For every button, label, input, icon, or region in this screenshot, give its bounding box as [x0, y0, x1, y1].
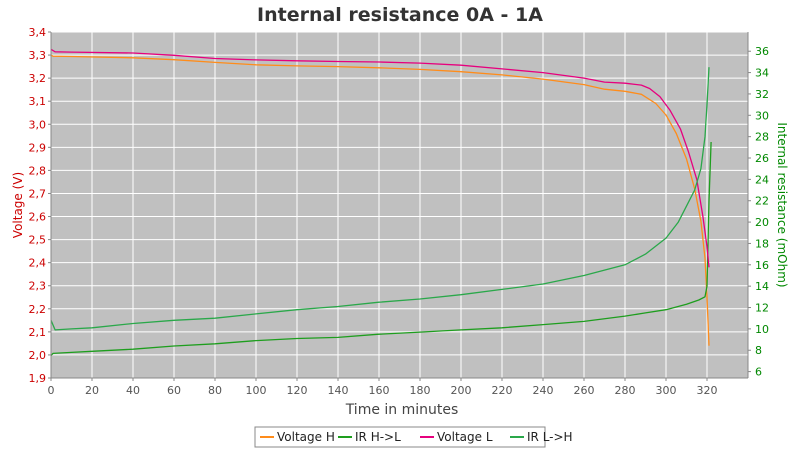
y-tick-label: 3,3: [29, 49, 47, 62]
x-tick-label: 0: [48, 384, 55, 397]
x-tick-label: 20: [85, 384, 99, 397]
x-axis-label: Time in minutes: [345, 402, 459, 418]
x-tick-label: 40: [126, 384, 140, 397]
y-tick-label: 2,7: [29, 187, 47, 200]
y2-tick-label: 22: [755, 195, 769, 208]
x-tick-label: 160: [369, 384, 390, 397]
y2-tick-label: 28: [755, 131, 769, 144]
x-tick-label: 120: [287, 384, 308, 397]
y2-tick-label: 8: [755, 344, 762, 357]
y2-tick-label: 6: [755, 366, 762, 379]
x-tick-label: 320: [697, 384, 718, 397]
y-tick-label: 2,5: [29, 234, 47, 247]
x-tick-label: 80: [208, 384, 222, 397]
x-tick-label: 240: [533, 384, 554, 397]
y2-tick-label: 36: [755, 45, 769, 58]
x-tick-label: 180: [410, 384, 431, 397]
y2-tick-label: 14: [755, 280, 769, 293]
x-tick-label: 140: [328, 384, 349, 397]
x-tick-label: 200: [451, 384, 472, 397]
y-tick-label: 1,9: [29, 372, 47, 385]
y-tick-label: 2,3: [29, 280, 47, 293]
tick-labels: 0 20 40 60 80 100 120 140 160 180 200 220 240 260 280 3…: [29, 26, 770, 397]
x-tick-label: 100: [246, 384, 267, 397]
left-axis-label: Voltage (V): [11, 172, 25, 238]
right-axis-label: Internal resistance (mOhm): [775, 122, 789, 287]
y-tick-label: 3,1: [29, 95, 47, 108]
y2-tick-label: 16: [755, 259, 769, 272]
series-line-voltage-h: [50, 54, 710, 346]
chart-title: Internal resistance 0A - 1A: [257, 4, 543, 26]
x-tick-label: 220: [492, 384, 513, 397]
y2-tick-label: 10: [755, 323, 769, 336]
series-line-voltage-l: [50, 48, 710, 268]
x-tick-label: 280: [615, 384, 636, 397]
x-tick-label: 260: [574, 384, 595, 397]
legend: Voltage H IR H->L Voltage L IR L->H: [254, 426, 573, 448]
legend-label-voltage-h: Voltage H: [277, 430, 335, 444]
y-tick-label: 2,1: [29, 326, 47, 339]
y-tick-label: 2,0: [29, 349, 47, 362]
y-tick-label: 2,2: [29, 303, 47, 316]
y2-tick-label: 12: [755, 302, 769, 315]
legend-label-voltage-l: Voltage L: [437, 430, 493, 444]
y-tick-label: 2,8: [29, 164, 47, 177]
y2-tick-label: 18: [755, 237, 769, 250]
y-tick-label: 3,4: [29, 26, 47, 39]
y2-tick-label: 24: [755, 173, 769, 186]
series-line-ir-l-h: [50, 67, 710, 331]
y2-tick-label: 32: [755, 88, 769, 101]
plot-area: [51, 32, 748, 378]
y-tick-label: 2,9: [29, 141, 47, 154]
legend-label-ir-h-l: IR H->L: [355, 430, 401, 444]
y-tick-label: 3,2: [29, 72, 47, 85]
x-tick-label: 300: [656, 384, 677, 397]
x-tick-label: 60: [167, 384, 181, 397]
y2-tick-label: 20: [755, 216, 769, 229]
y-tick-label: 2,4: [29, 257, 47, 270]
axes: [50, 32, 749, 379]
y2-tick-label: 26: [755, 152, 769, 165]
legend-box: [254, 426, 546, 448]
y-tick-label: 2,6: [29, 211, 47, 224]
series-lines: [50, 48, 712, 357]
series-line-ir-h-l: [50, 141, 712, 357]
legend-label-ir-l-h: IR L->H: [527, 430, 573, 444]
y-tick-label: 3,0: [29, 118, 47, 131]
y2-tick-label: 30: [755, 109, 769, 122]
y2-tick-label: 34: [755, 67, 769, 80]
